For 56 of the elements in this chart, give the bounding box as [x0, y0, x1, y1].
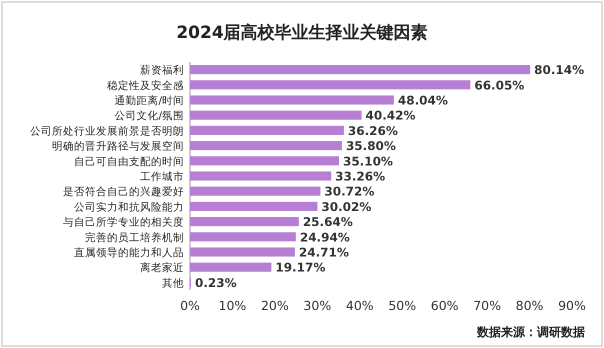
x-tick-label: 90% — [558, 298, 586, 313]
y-tick-label: 工作城市 — [140, 170, 184, 183]
data-label: 25.64% — [302, 215, 353, 230]
data-label: 30.72% — [324, 184, 374, 199]
bar — [190, 80, 470, 90]
data-label: 30.02% — [321, 200, 372, 214]
x-tick-label: 50% — [388, 298, 416, 313]
data-label: 35.80% — [346, 139, 396, 154]
x-tick-label: 70% — [473, 298, 502, 313]
x-tick-label: 10% — [218, 298, 246, 313]
bar — [190, 126, 344, 135]
x-tick-label: 40% — [346, 298, 374, 313]
y-tick-label: 其他 — [162, 276, 184, 290]
x-tick-label: 60% — [430, 298, 459, 313]
bar — [190, 186, 320, 196]
bar — [190, 95, 394, 105]
y-tick-label: 公司实力和抗风险能力 — [74, 200, 184, 214]
bar — [190, 232, 296, 242]
x-tick-label: 80% — [516, 298, 544, 313]
data-label: 24.71% — [298, 246, 349, 260]
bar — [190, 110, 362, 120]
bar — [190, 156, 339, 166]
y-tick-label: 通勤距离/时间 — [114, 94, 184, 107]
data-label: 48.04% — [398, 94, 448, 108]
x-tick-label: 30% — [303, 298, 332, 313]
y-tick-label: 自己可自由支配的时间 — [74, 154, 184, 168]
source-note: 数据来源：调研数据 — [476, 325, 585, 339]
bar — [190, 202, 318, 211]
data-label: 36.26% — [348, 124, 398, 138]
y-tick-label: 离老家近 — [140, 261, 184, 274]
data-label: 66.05% — [474, 78, 524, 92]
y-tick-label: 与自己所学专业的相关度 — [63, 216, 184, 229]
bar — [190, 217, 299, 226]
y-tick-label: 薪资福利 — [140, 64, 184, 77]
data-label: 24.94% — [300, 230, 350, 244]
y-tick-label: 是否符合自己的兴趣爱好 — [63, 185, 184, 198]
bar — [190, 65, 530, 74]
x-tick-label: 0% — [180, 298, 200, 313]
y-tick-label: 公司所处行业发展前景是否明朗 — [30, 124, 184, 138]
bar — [190, 262, 272, 272]
bar — [190, 171, 332, 181]
x-tick-label: 20% — [260, 298, 289, 313]
bar — [190, 141, 342, 150]
bar — [190, 247, 295, 257]
data-label: 40.42% — [366, 108, 416, 123]
data-label: 0.23% — [194, 276, 237, 290]
y-tick-label: 直属领导的能力和人品 — [74, 246, 184, 259]
data-label: 35.10% — [342, 154, 393, 168]
data-label: 19.17% — [275, 260, 326, 275]
y-tick-label: 明确的晋升路径与发展空间 — [52, 140, 184, 153]
chart-title: 2024届高校毕业生择业关键因素 — [176, 23, 428, 43]
data-label: 80.14% — [534, 63, 584, 78]
y-tick-label: 公司文化/氛围 — [114, 109, 184, 122]
y-tick-label: 完善的员工培养机制 — [85, 230, 184, 244]
data-label: 33.26% — [335, 170, 386, 184]
y-tick-label: 稳定性及安全感 — [107, 78, 184, 92]
